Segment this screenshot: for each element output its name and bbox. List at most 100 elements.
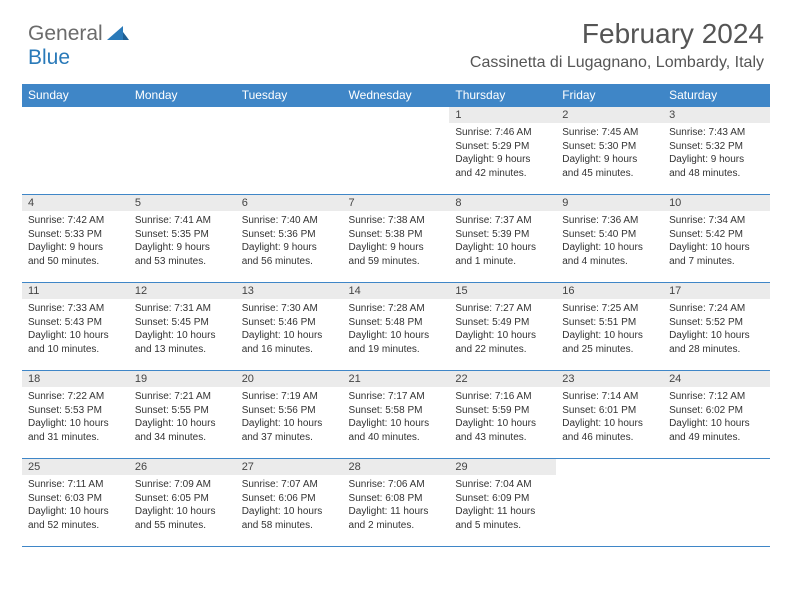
day-line-sr: Sunrise: 7:37 AM <box>455 214 550 228</box>
day-line-sr: Sunrise: 7:28 AM <box>349 302 444 316</box>
calendar-day-cell: 2Sunrise: 7:45 AMSunset: 5:30 PMDaylight… <box>556 107 663 195</box>
day-number: 7 <box>343 195 450 211</box>
day-details: Sunrise: 7:38 AMSunset: 5:38 PMDaylight:… <box>343 211 450 272</box>
empty-day-placeholder <box>129 107 236 123</box>
day-line-d2: and 58 minutes. <box>242 519 337 533</box>
calendar-empty-cell <box>22 107 129 195</box>
day-line-ss: Sunset: 5:46 PM <box>242 316 337 330</box>
day-line-d1: Daylight: 10 hours <box>242 417 337 431</box>
day-line-sr: Sunrise: 7:14 AM <box>562 390 657 404</box>
calendar-day-cell: 8Sunrise: 7:37 AMSunset: 5:39 PMDaylight… <box>449 195 556 283</box>
day-details: Sunrise: 7:07 AMSunset: 6:06 PMDaylight:… <box>236 475 343 536</box>
day-number: 28 <box>343 459 450 475</box>
month-title: February 2024 <box>470 18 764 50</box>
calendar-table: SundayMondayTuesdayWednesdayThursdayFrid… <box>22 84 770 547</box>
day-line-d1: Daylight: 10 hours <box>669 417 764 431</box>
day-details: Sunrise: 7:22 AMSunset: 5:53 PMDaylight:… <box>22 387 129 448</box>
day-line-d2: and 28 minutes. <box>669 343 764 357</box>
empty-day-placeholder <box>556 459 663 475</box>
day-line-sr: Sunrise: 7:38 AM <box>349 214 444 228</box>
calendar-day-cell: 25Sunrise: 7:11 AMSunset: 6:03 PMDayligh… <box>22 459 129 547</box>
day-details: Sunrise: 7:30 AMSunset: 5:46 PMDaylight:… <box>236 299 343 360</box>
day-line-sr: Sunrise: 7:36 AM <box>562 214 657 228</box>
day-number: 16 <box>556 283 663 299</box>
day-line-d2: and 40 minutes. <box>349 431 444 445</box>
day-line-d2: and 5 minutes. <box>455 519 550 533</box>
weekday-header: Tuesday <box>236 84 343 107</box>
day-line-d2: and 45 minutes. <box>562 167 657 181</box>
calendar-empty-cell <box>129 107 236 195</box>
day-details: Sunrise: 7:12 AMSunset: 6:02 PMDaylight:… <box>663 387 770 448</box>
day-line-ss: Sunset: 5:51 PM <box>562 316 657 330</box>
day-details: Sunrise: 7:27 AMSunset: 5:49 PMDaylight:… <box>449 299 556 360</box>
day-line-d2: and 48 minutes. <box>669 167 764 181</box>
day-line-ss: Sunset: 5:32 PM <box>669 140 764 154</box>
day-number: 20 <box>236 371 343 387</box>
day-line-ss: Sunset: 5:52 PM <box>669 316 764 330</box>
day-line-sr: Sunrise: 7:25 AM <box>562 302 657 316</box>
day-number: 12 <box>129 283 236 299</box>
day-line-d2: and 55 minutes. <box>135 519 230 533</box>
day-line-sr: Sunrise: 7:22 AM <box>28 390 123 404</box>
day-line-d1: Daylight: 9 hours <box>669 153 764 167</box>
day-number: 10 <box>663 195 770 211</box>
weekday-header: Wednesday <box>343 84 450 107</box>
calendar-day-cell: 29Sunrise: 7:04 AMSunset: 6:09 PMDayligh… <box>449 459 556 547</box>
day-details: Sunrise: 7:46 AMSunset: 5:29 PMDaylight:… <box>449 123 556 184</box>
empty-day-placeholder <box>343 107 450 123</box>
day-line-d2: and 42 minutes. <box>455 167 550 181</box>
day-number: 14 <box>343 283 450 299</box>
day-number: 1 <box>449 107 556 123</box>
day-line-d2: and 46 minutes. <box>562 431 657 445</box>
day-line-ss: Sunset: 5:39 PM <box>455 228 550 242</box>
day-line-d1: Daylight: 11 hours <box>349 505 444 519</box>
day-line-d2: and 22 minutes. <box>455 343 550 357</box>
empty-day-placeholder <box>236 107 343 123</box>
calendar-day-cell: 9Sunrise: 7:36 AMSunset: 5:40 PMDaylight… <box>556 195 663 283</box>
day-number: 27 <box>236 459 343 475</box>
day-line-ss: Sunset: 5:36 PM <box>242 228 337 242</box>
day-number: 6 <box>236 195 343 211</box>
calendar-week-row: 11Sunrise: 7:33 AMSunset: 5:43 PMDayligh… <box>22 283 770 371</box>
day-details: Sunrise: 7:24 AMSunset: 5:52 PMDaylight:… <box>663 299 770 360</box>
day-number: 9 <box>556 195 663 211</box>
day-number: 17 <box>663 283 770 299</box>
day-line-d1: Daylight: 9 hours <box>349 241 444 255</box>
day-line-sr: Sunrise: 7:42 AM <box>28 214 123 228</box>
day-number: 4 <box>22 195 129 211</box>
day-line-d2: and 13 minutes. <box>135 343 230 357</box>
calendar-day-cell: 16Sunrise: 7:25 AMSunset: 5:51 PMDayligh… <box>556 283 663 371</box>
day-line-d2: and 7 minutes. <box>669 255 764 269</box>
weekday-header: Friday <box>556 84 663 107</box>
day-number: 25 <box>22 459 129 475</box>
day-line-d1: Daylight: 10 hours <box>669 329 764 343</box>
empty-day-placeholder <box>22 107 129 123</box>
day-line-sr: Sunrise: 7:04 AM <box>455 478 550 492</box>
calendar-week-row: 1Sunrise: 7:46 AMSunset: 5:29 PMDaylight… <box>22 107 770 195</box>
calendar-empty-cell <box>663 459 770 547</box>
day-line-d2: and 43 minutes. <box>455 431 550 445</box>
calendar-empty-cell <box>343 107 450 195</box>
day-line-sr: Sunrise: 7:21 AM <box>135 390 230 404</box>
weekday-header: Thursday <box>449 84 556 107</box>
day-line-d1: Daylight: 10 hours <box>349 417 444 431</box>
calendar-day-cell: 19Sunrise: 7:21 AMSunset: 5:55 PMDayligh… <box>129 371 236 459</box>
day-line-ss: Sunset: 6:03 PM <box>28 492 123 506</box>
day-line-d2: and 4 minutes. <box>562 255 657 269</box>
title-block: February 2024 Cassinetta di Lugagnano, L… <box>470 18 764 72</box>
day-details: Sunrise: 7:25 AMSunset: 5:51 PMDaylight:… <box>556 299 663 360</box>
day-line-d2: and 31 minutes. <box>28 431 123 445</box>
calendar-day-cell: 28Sunrise: 7:06 AMSunset: 6:08 PMDayligh… <box>343 459 450 547</box>
day-number: 2 <box>556 107 663 123</box>
logo-text-general: General <box>28 22 103 46</box>
logo-triangle-icon <box>107 24 129 45</box>
day-line-d1: Daylight: 10 hours <box>669 241 764 255</box>
day-line-d1: Daylight: 10 hours <box>562 417 657 431</box>
day-details: Sunrise: 7:06 AMSunset: 6:08 PMDaylight:… <box>343 475 450 536</box>
location: Cassinetta di Lugagnano, Lombardy, Italy <box>470 54 764 72</box>
day-line-ss: Sunset: 6:02 PM <box>669 404 764 418</box>
calendar-header-row: SundayMondayTuesdayWednesdayThursdayFrid… <box>22 84 770 107</box>
day-line-sr: Sunrise: 7:24 AM <box>669 302 764 316</box>
day-line-sr: Sunrise: 7:11 AM <box>28 478 123 492</box>
day-line-ss: Sunset: 5:33 PM <box>28 228 123 242</box>
